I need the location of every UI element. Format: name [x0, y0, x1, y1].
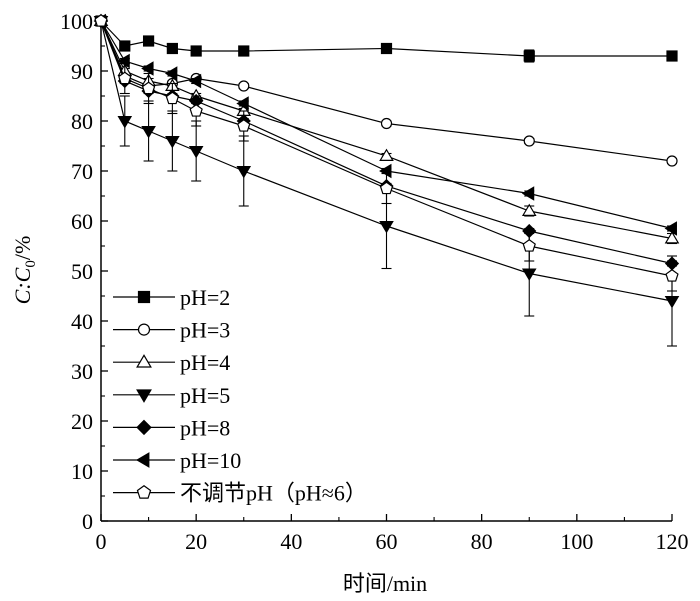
- legend-item: pH=10: [113, 448, 241, 473]
- legend-label: pH=2: [180, 285, 230, 310]
- data-point: [521, 203, 537, 216]
- legend-label: pH=10: [180, 448, 241, 473]
- legend: pH=2 pH=3 pH=4 pH=5 pH=8 pH=10 不调节pH（pH≈6）: [113, 285, 367, 506]
- series: [95, 15, 678, 63]
- data-point: [94, 14, 108, 27]
- legend-item: pH=2: [113, 285, 230, 310]
- y-tick-label: 60: [71, 209, 93, 234]
- y-tick-label: 50: [71, 259, 93, 284]
- data-point: [142, 35, 155, 47]
- data-point: [523, 135, 535, 147]
- data-point: [165, 91, 180, 105]
- data-point: [380, 42, 393, 55]
- data-point: [238, 45, 250, 57]
- x-tick-label: 60: [376, 529, 398, 554]
- x-tick-label: 80: [471, 529, 493, 554]
- data-point: [236, 166, 252, 179]
- legend-label: 不调节pH（pH≈6）: [180, 481, 367, 506]
- data-point: [666, 50, 678, 62]
- legend-item: pH=5: [113, 383, 230, 408]
- data-point: [379, 148, 394, 161]
- axes: 0 10 20 30 40 50 60 70 80 90 100 0 20 40 60 80 100 120: [60, 9, 689, 554]
- data-point: [136, 354, 152, 368]
- legend-item: pH=8: [113, 415, 230, 440]
- x-axis-label: 时间/min: [343, 571, 427, 596]
- data-point: [166, 42, 178, 55]
- data-point: [164, 66, 178, 81]
- y-tick-label: 80: [71, 109, 93, 134]
- data-point: [238, 80, 250, 92]
- data-point: [141, 61, 154, 76]
- data-point: [137, 323, 151, 336]
- legend-item: pH=3: [113, 318, 230, 343]
- y-tick-label: 70: [71, 159, 93, 184]
- data-point: [190, 45, 202, 57]
- legend-item: 不调节pH（pH≈6）: [113, 481, 367, 506]
- data-point: [119, 40, 131, 52]
- y-tick-label: 100: [60, 9, 93, 34]
- y-axis-label: C:C0/%: [10, 236, 39, 305]
- data-point: [664, 221, 677, 236]
- x-tick-label: 40: [280, 529, 302, 554]
- data-point: [380, 117, 393, 130]
- data-point: [379, 181, 394, 195]
- x-tick-label: 0: [96, 529, 107, 554]
- data-point: [666, 155, 678, 167]
- x-tick-label: 20: [185, 529, 207, 554]
- data-point: [523, 50, 535, 62]
- plot-area: [93, 13, 680, 347]
- data-point: [521, 186, 535, 201]
- data-point: [521, 268, 537, 281]
- data-point: [117, 116, 133, 129]
- legend-label: pH=3: [180, 318, 230, 343]
- data-point: [522, 239, 536, 252]
- data-point: [136, 419, 152, 436]
- x-tick-label: 120: [656, 529, 689, 554]
- y-tick-label: 20: [71, 409, 93, 434]
- x-tick-label: 100: [560, 529, 593, 554]
- legend-item: pH=4: [113, 350, 230, 375]
- data-point: [664, 231, 680, 244]
- legend-label: pH=8: [180, 415, 230, 440]
- data-point: [136, 484, 152, 499]
- data-point: [236, 96, 249, 111]
- data-point: [137, 290, 151, 304]
- data-point: [117, 53, 130, 69]
- data-point: [188, 73, 202, 89]
- data-point: [379, 163, 392, 179]
- data-point: [135, 452, 150, 468]
- data-point: [188, 146, 204, 159]
- data-point: [141, 81, 156, 95]
- data-point: [189, 104, 203, 117]
- series-line: [100, 20, 673, 162]
- y-tick-label: 90: [71, 59, 93, 84]
- series: [94, 14, 679, 292]
- y-tick-label: 40: [71, 309, 93, 334]
- data-point: [665, 269, 679, 282]
- data-point: [118, 71, 132, 85]
- legend-label: pH=4: [180, 350, 230, 375]
- y-tick-label: 30: [71, 359, 93, 384]
- data-point: [165, 136, 180, 149]
- data-point: [379, 221, 394, 234]
- data-point: [136, 389, 152, 403]
- y-tick-label: 10: [71, 459, 93, 484]
- legend-label: pH=5: [180, 383, 230, 408]
- data-point: [237, 119, 251, 132]
- y-tick-label: 0: [82, 509, 93, 534]
- data-point: [664, 296, 680, 309]
- data-point: [141, 126, 156, 139]
